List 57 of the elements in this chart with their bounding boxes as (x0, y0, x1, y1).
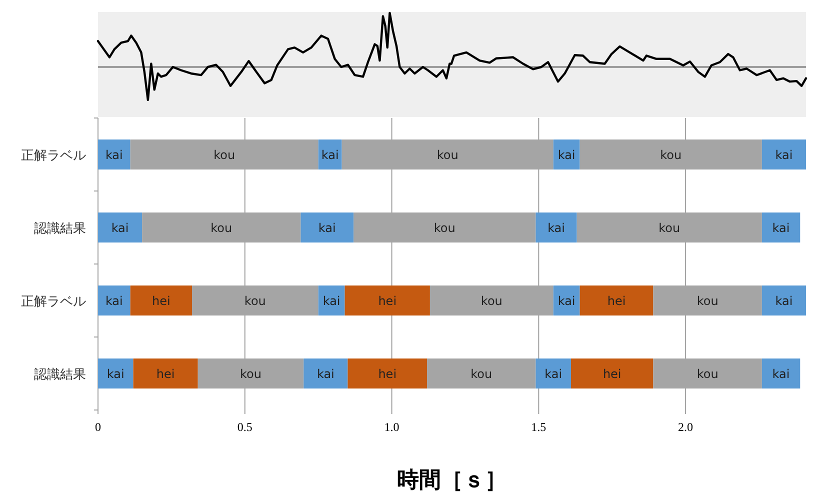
data-label: kai (105, 148, 123, 162)
data-label: kou (696, 367, 718, 381)
data-label: hei (607, 294, 626, 308)
data-label: hei (378, 367, 397, 381)
bar (553, 286, 580, 316)
bar (570, 358, 654, 388)
data-label: kai (544, 367, 562, 381)
data-label: kou (470, 367, 492, 381)
data-label: kou (210, 221, 232, 235)
x-tick-label: 0 (95, 420, 101, 434)
bar (580, 286, 654, 316)
data-label: kai (105, 294, 123, 308)
x-tick-label: 2.0 (678, 420, 694, 434)
data-label: kou (244, 294, 266, 308)
data-label: kai (772, 367, 790, 381)
y-tick-label: 正解ラベル (21, 148, 86, 164)
data-label: kai (775, 294, 793, 308)
data-label: hei (156, 367, 175, 381)
data-label: kai (111, 221, 129, 235)
bar (427, 358, 536, 388)
data-label: kai (772, 221, 790, 235)
data-label: kou (480, 294, 502, 308)
data-label: kai (775, 148, 793, 162)
bar (762, 358, 800, 388)
data-label: kou (434, 221, 456, 235)
data-label: kou (658, 221, 680, 235)
data-label: kai (558, 294, 576, 308)
x-tick-label: 1.5 (531, 420, 546, 434)
bar (98, 140, 130, 170)
data-label: kai (558, 148, 576, 162)
data-label: hei (152, 294, 170, 308)
data-label: hei (378, 294, 397, 308)
data-label: kai (318, 221, 336, 235)
data-label: kou (240, 367, 262, 381)
bar (762, 212, 800, 242)
data-label: kou (696, 294, 718, 308)
x-tick-label: 1.0 (384, 420, 400, 434)
data-label: kou (214, 148, 236, 162)
data-label: hei (602, 367, 622, 381)
x-axis-title: 時間［ｓ］ (397, 468, 507, 493)
data-label: kai (106, 367, 124, 381)
data-label: kou (436, 148, 458, 162)
data-label: kai (548, 221, 566, 235)
bar (98, 358, 134, 388)
data-label: kai (322, 294, 340, 308)
y-tick-label: 認識結果 (34, 222, 86, 236)
y-tick-label: 正解ラベル (21, 294, 86, 310)
bar (98, 286, 130, 316)
data-label: kai (316, 367, 334, 381)
data-label: kou (660, 148, 682, 162)
bar (762, 286, 806, 316)
bar (98, 212, 142, 242)
data-label: kai (321, 148, 339, 162)
bar (762, 140, 806, 170)
y-tick-label: 認識結果 (34, 368, 86, 382)
bar (536, 358, 571, 388)
x-tick-label: 0.5 (237, 420, 252, 434)
